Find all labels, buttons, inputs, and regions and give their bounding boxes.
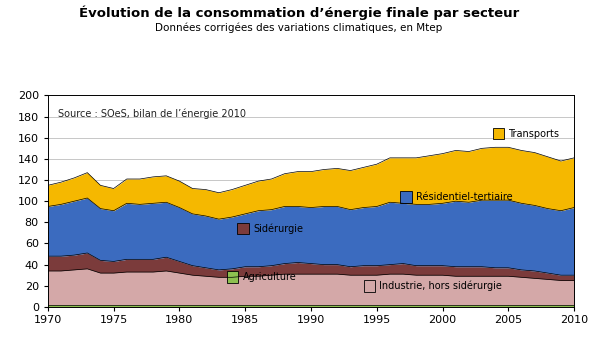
Text: Sidérurgie: Sidérurgie	[253, 223, 303, 234]
FancyBboxPatch shape	[227, 271, 239, 283]
FancyBboxPatch shape	[364, 280, 375, 292]
Text: Industrie, hors sidérurgie: Industrie, hors sidérurgie	[379, 281, 502, 291]
FancyBboxPatch shape	[237, 223, 249, 235]
Text: Résidentiel-tertiaire: Résidentiel-tertiaire	[416, 192, 513, 202]
FancyBboxPatch shape	[401, 191, 412, 203]
Text: Agriculture: Agriculture	[243, 272, 296, 282]
FancyBboxPatch shape	[493, 128, 504, 139]
Text: Données corrigées des variations climatiques, en Mtep: Données corrigées des variations climati…	[155, 22, 443, 33]
Text: Évolution de la consommation d’énergie finale par secteur: Évolution de la consommation d’énergie f…	[79, 5, 519, 20]
Text: Source : SOeS, bilan de l’énergie 2010: Source : SOeS, bilan de l’énergie 2010	[59, 108, 246, 119]
Text: Transports: Transports	[508, 129, 559, 138]
